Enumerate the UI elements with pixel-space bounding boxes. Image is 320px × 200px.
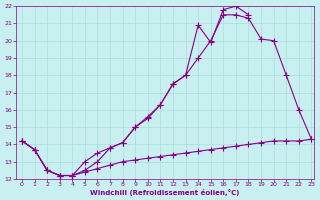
X-axis label: Windchill (Refroidissement éolien,°C): Windchill (Refroidissement éolien,°C)	[90, 189, 239, 196]
